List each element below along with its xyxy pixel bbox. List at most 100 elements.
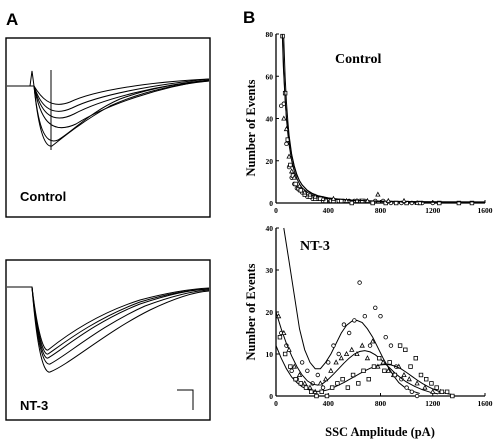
chart-control-point-triangle: [283, 126, 290, 132]
trace-box-nt3: NT-3: [5, 259, 211, 421]
control-trace-4: [7, 79, 210, 129]
panel-a-letter: A: [6, 10, 18, 29]
chart-control-point-triangle: [320, 195, 326, 201]
chart-nt3-point-triangle: [333, 359, 339, 365]
chart-control-y-tick-label: 40: [266, 115, 274, 124]
chart-nt3-point-circle: [331, 343, 336, 348]
chart-nt3-point-square: [450, 393, 455, 399]
chart-nt3-point-triangle: [338, 355, 344, 361]
chart-nt3-point-circle: [341, 322, 347, 327]
chart-nt3-point-square: [376, 355, 382, 361]
chart-nt3-y-tick-label: 0: [269, 392, 273, 401]
chart-control-point-triangle: [375, 191, 381, 197]
chart-nt3-point-square: [345, 385, 351, 390]
chart-control-y-tick-label: 0: [269, 199, 273, 208]
chart-nt3-point-square: [319, 389, 324, 394]
control-trace-2: [7, 78, 210, 112]
chart-nt3-y-tick-label: 20: [266, 308, 274, 317]
chart-nt3-point-circle: [289, 368, 294, 373]
chart-nt3-point-circle: [373, 305, 378, 310]
chart-nt3-point-circle: [346, 330, 352, 336]
chart-nt3-point-circle: [367, 343, 373, 348]
chart-nt3-point-triangle: [317, 380, 324, 386]
chart-nt3-point-triangle: [307, 384, 313, 390]
chart-nt3-point-circle: [414, 393, 420, 399]
chart-nt3-point-square: [340, 376, 345, 382]
chart-control-fit-curve-1: [282, 33, 486, 203]
chart-control: Number of Events Control 0 400 800 1200 1600…: [244, 30, 493, 215]
chart-control-fit-curve-3: [281, 33, 486, 203]
chart-control-point-circle: [284, 141, 289, 147]
trace-box-control: Control: [5, 37, 211, 218]
chart-nt3-point-square: [277, 334, 283, 340]
chart-nt3-point-square: [397, 343, 403, 348]
chart-control-point-triangle: [286, 153, 292, 159]
chart-control-y-tick-label: 60: [266, 72, 274, 81]
chart-nt3-point-square: [371, 364, 377, 369]
chart-nt3-point-triangle: [359, 342, 365, 348]
chart-nt3-point-square: [293, 376, 298, 382]
chart-nt3-point-triangle: [430, 388, 436, 394]
chart-control-point-square: [349, 200, 354, 206]
chart-nt3-point-triangle: [385, 367, 392, 373]
chart-nt3-point-triangle: [322, 376, 329, 382]
chart-nt3-y-tick-label: 10: [266, 350, 274, 359]
chart-nt3-point-triangle: [354, 350, 360, 357]
chart-nt3-x-tick-label: 0: [274, 399, 278, 408]
chart-nt3-title: NT-3: [300, 239, 330, 254]
chart-control-point-square: [298, 188, 304, 193]
chart-control-x-tick-label: 0: [274, 206, 278, 215]
trace-box-nt3-frame: [5, 259, 211, 421]
chart-nt3-point-square: [303, 385, 309, 390]
chart-nt3-point-square: [329, 385, 335, 390]
chart-nt3-point-square: [356, 381, 361, 386]
chart-nt3-point-triangle: [401, 371, 407, 378]
chart-nt3-point-square: [335, 381, 340, 386]
chart-nt3: Number of Events NT-3 SSC Amplitude (pA)…: [244, 224, 493, 439]
chart-nt3-point-circle: [357, 280, 362, 285]
nt3-trace-3: [7, 286, 210, 359]
chart-control-point-triangle: [291, 174, 297, 180]
chart-nt3-point-triangle: [281, 329, 287, 336]
chart-nt3-point-triangle: [302, 380, 308, 386]
trace-box-control-label: Control: [20, 189, 66, 204]
chart-nt3-point-circle: [409, 389, 415, 394]
chart-nt3-point-square: [366, 376, 371, 382]
chart-nt3-point-circle: [299, 360, 305, 365]
panel-b-letter: B: [243, 8, 255, 27]
chart-nt3-point-triangle: [286, 346, 292, 352]
chart-nt3-point-triangle: [364, 355, 371, 361]
nt3-trace-2: [7, 286, 210, 355]
chart-control-point-square: [288, 162, 293, 168]
trace-box-control-frame: [5, 37, 211, 218]
chart-nt3-point-circle: [320, 385, 326, 390]
chart-control-point-triangle: [330, 195, 337, 201]
chart-nt3-point-square: [434, 385, 439, 390]
chart-nt3-point-square: [429, 381, 434, 386]
chart-nt3-point-triangle: [296, 371, 303, 378]
chart-control-point-triangle: [364, 197, 371, 203]
control-traces: [7, 70, 210, 150]
nt3-trace-1: [7, 286, 210, 351]
control-trace-5: [7, 80, 210, 142]
chart-nt3-point-square: [403, 347, 408, 352]
chart-nt3-point-triangle: [406, 376, 412, 382]
chart-control-x-tick-label: 400: [323, 206, 335, 215]
chart-control-point-triangle: [302, 189, 308, 195]
chart-nt3-point-triangle: [343, 350, 350, 357]
chart-nt3-point-circle: [305, 368, 310, 373]
chart-control-point-triangle: [354, 197, 360, 203]
chart-nt3-x-tick-label: 400: [323, 399, 335, 408]
chart-control-x-tick-label: 1600: [478, 206, 493, 215]
chart-nt3-point-circle: [336, 351, 341, 357]
chart-nt3-point-square: [424, 376, 429, 382]
chart-nt3-point-square: [392, 372, 398, 378]
chart-nt3-point-circle: [362, 314, 368, 319]
chart-nt3-fit-curve-2: [275, 311, 439, 395]
chart-control-y-tick-label: 80: [266, 30, 274, 39]
chart-control-point-square: [293, 181, 298, 187]
chart-nt3-point-triangle: [349, 346, 355, 352]
chart-control-y-tick-label: 20: [266, 157, 274, 166]
control-trace-1: [7, 70, 210, 105]
